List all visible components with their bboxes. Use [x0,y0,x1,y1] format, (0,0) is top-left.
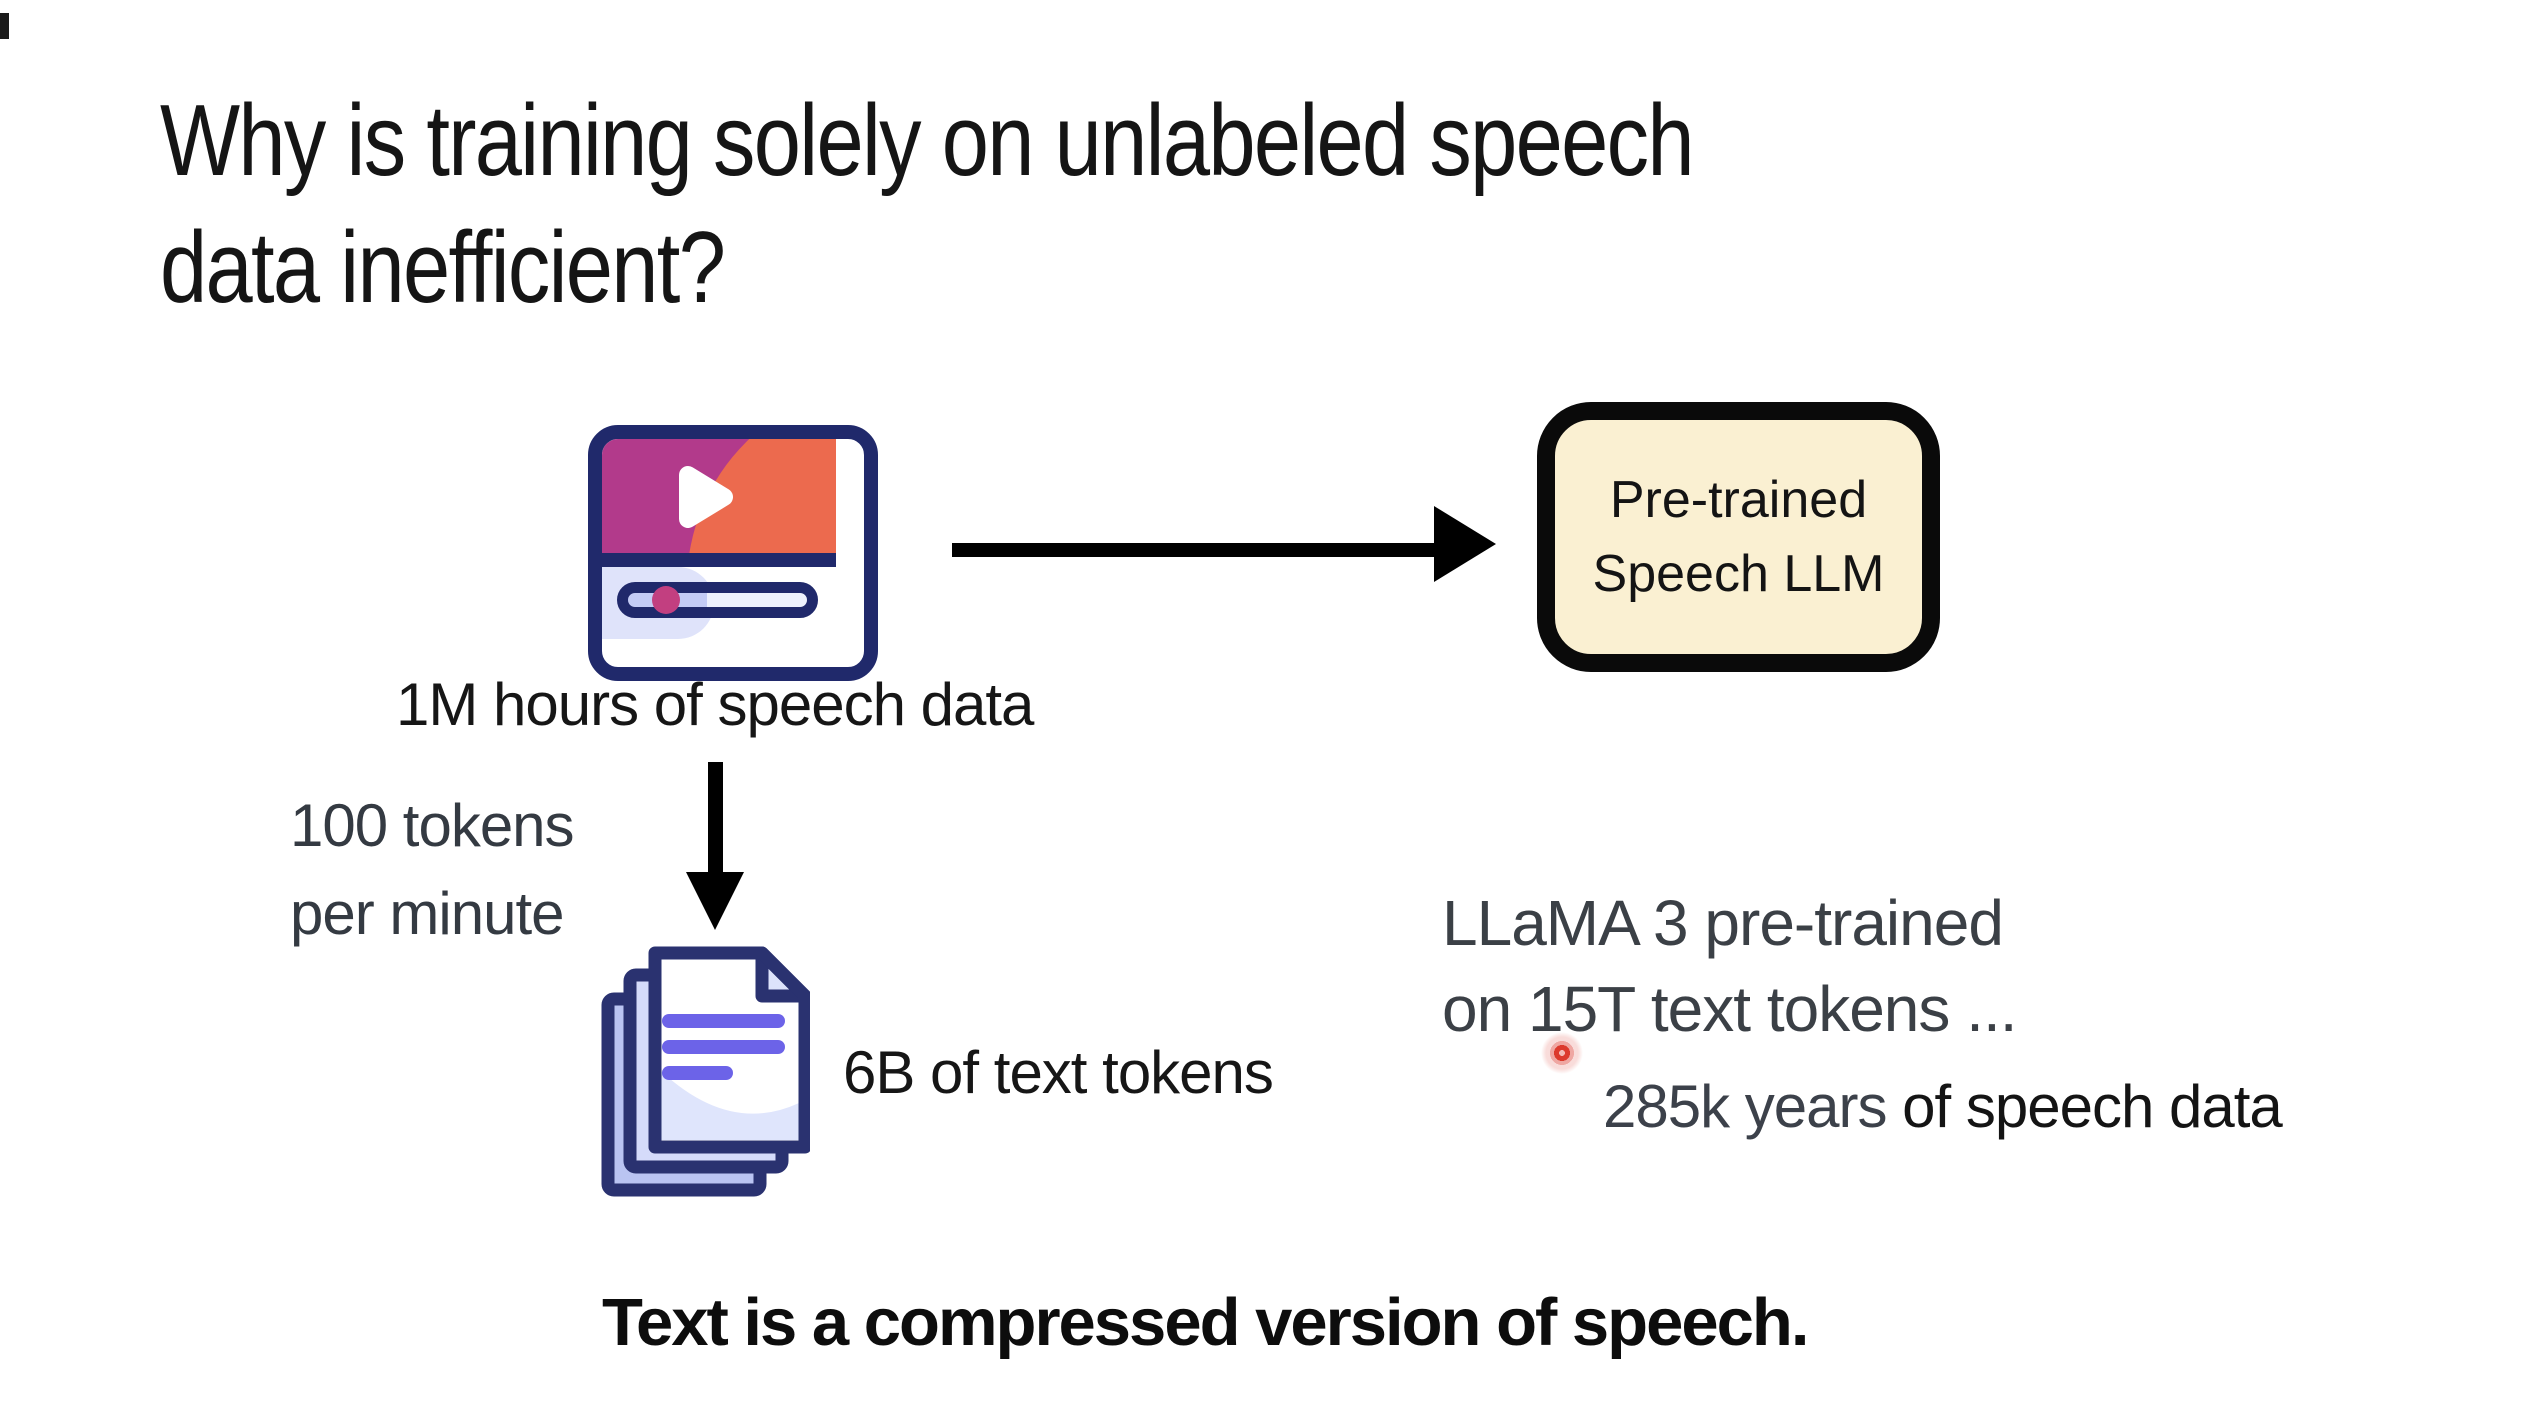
screen-edge-artifact [0,13,9,39]
speech-data-label: 1M hours of speech data [396,671,1034,738]
laser-pointer-dot [1540,1031,1584,1075]
arrow-down-head [686,872,744,930]
conclusion-statement: Text is a compressed version of speech. [602,1285,1809,1360]
video-progress-dot [652,586,680,614]
arrow-right-head [1434,506,1496,582]
llama-pretraining-note: LLaMA 3 pre-trained on 15T text tokens .… [1442,887,2017,1045]
video-progress-bar [617,582,818,618]
speech-years-note: 285k years of speech data [1603,1073,2283,1140]
documents-icon [600,943,812,1197]
play-icon [666,457,744,542]
arrow-down-icon [708,762,723,874]
video-player-icon [588,425,878,681]
video-control-bar-area [602,567,836,639]
video-screen-area [602,439,836,553]
token-rate-label: 100 tokens per minute [290,792,575,947]
video-divider [602,553,836,567]
text-tokens-label: 6B of text tokens [843,1039,1274,1106]
speech-years-suffix: of speech data [1902,1073,2283,1140]
pretrained-speech-llm-box: Pre-trained Speech LLM [1537,402,1940,672]
speech-years-amount: 285k years [1603,1073,1903,1140]
arrow-right-icon [952,543,1434,557]
slide-title: Why is training solely on unlabeled spee… [160,85,1695,324]
